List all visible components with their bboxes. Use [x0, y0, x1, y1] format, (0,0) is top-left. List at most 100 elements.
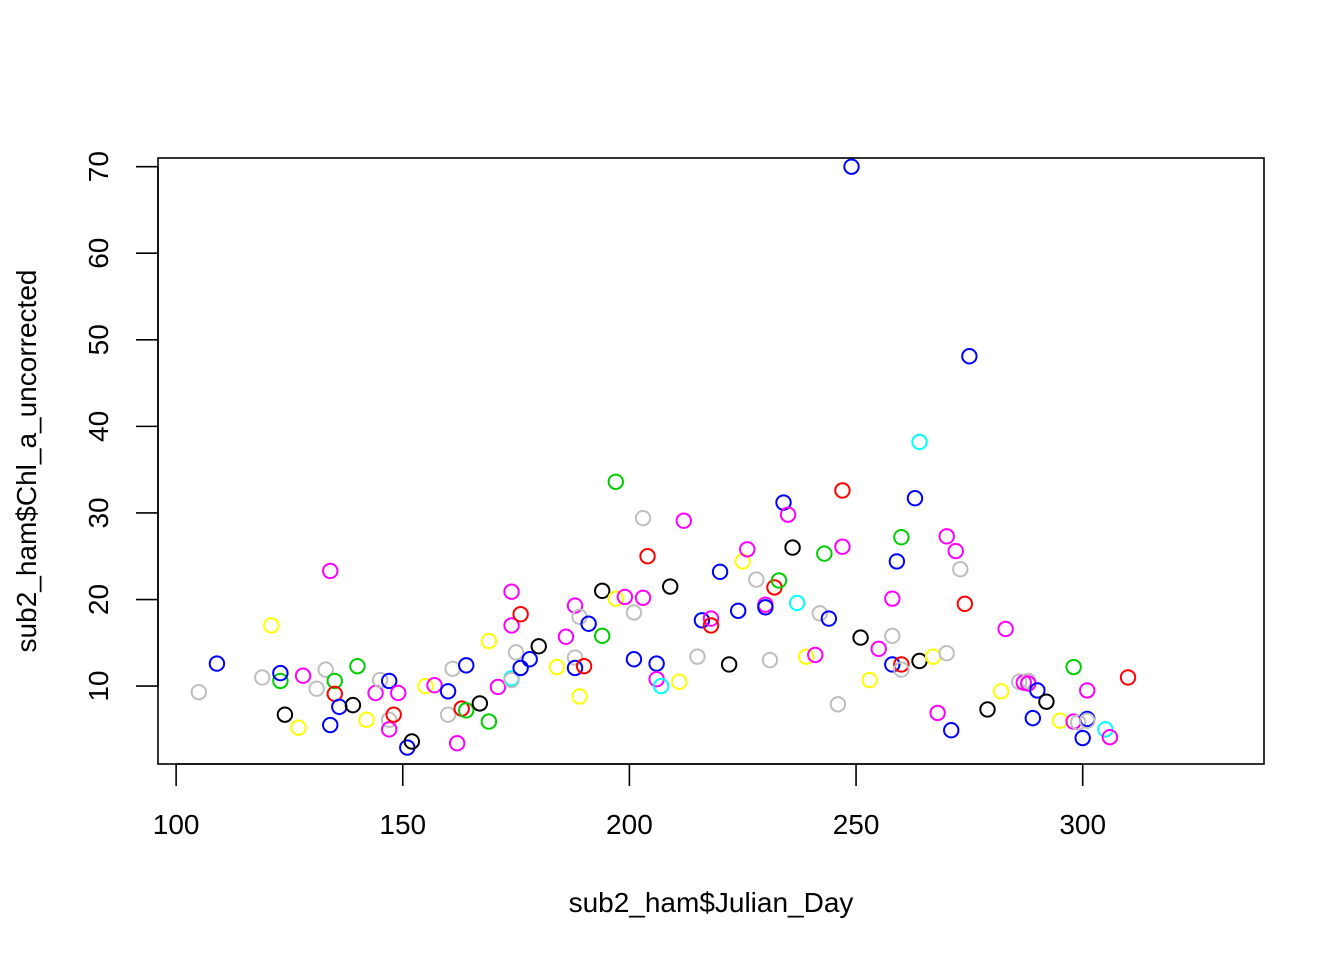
- data-point: [852, 629, 869, 646]
- data-point: [779, 506, 797, 523]
- data-point: [938, 528, 955, 545]
- data-point: [652, 677, 670, 695]
- x-tick-label: 100: [153, 809, 200, 840]
- data-point: [322, 716, 339, 734]
- data-point: [884, 627, 901, 645]
- data-point: [480, 713, 498, 730]
- data-point: [254, 669, 271, 686]
- data-point: [956, 595, 974, 613]
- data-point: [512, 659, 529, 677]
- data-point: [961, 348, 978, 365]
- data-point: [458, 702, 475, 719]
- x-axis-label: sub2_ham$Julian_Day: [569, 887, 854, 918]
- data-point: [893, 661, 910, 678]
- data-point: [689, 648, 706, 665]
- data-point: [1069, 714, 1087, 731]
- data-point: [471, 695, 489, 712]
- data-point: [403, 733, 421, 750]
- data-point: [748, 571, 765, 588]
- data-point: [893, 656, 910, 673]
- data-point: [557, 628, 575, 645]
- data-point: [811, 605, 828, 622]
- data-point: [208, 655, 226, 672]
- data-point: [1024, 709, 1042, 727]
- data-point: [575, 657, 593, 675]
- data-point: [380, 721, 398, 738]
- data-point: [711, 563, 729, 581]
- data-point: [521, 651, 538, 668]
- data-point: [322, 562, 339, 580]
- data-point: [580, 615, 597, 632]
- data-point: [634, 589, 652, 606]
- data-point: [906, 490, 924, 507]
- data-point: [480, 632, 498, 650]
- data-point: [911, 433, 928, 451]
- data-point: [607, 590, 625, 607]
- data-point: [739, 541, 756, 558]
- data-point: [290, 719, 307, 736]
- data-point: [1079, 712, 1096, 729]
- data-point: [870, 640, 887, 658]
- data-point: [548, 658, 566, 676]
- data-point: [566, 659, 584, 677]
- data-point: [317, 661, 334, 678]
- data-point: [607, 473, 625, 490]
- y-tick-label: 10: [83, 671, 114, 702]
- data-point: [693, 612, 711, 629]
- data-point: [571, 688, 588, 705]
- y-axis-label: sub2_ham$Chl_a_uncorrected: [11, 270, 42, 653]
- data-point: [625, 651, 643, 668]
- x-tick-label: 300: [1059, 809, 1106, 840]
- data-point: [807, 646, 824, 664]
- data-point: [884, 656, 901, 673]
- data-point: [671, 673, 688, 690]
- data-point: [276, 706, 294, 723]
- data-point: [263, 617, 280, 634]
- data-point: [358, 711, 375, 729]
- data-point: [843, 158, 860, 175]
- x-axis: 100 150 200 250 300: [153, 763, 1106, 840]
- data-point: [943, 722, 960, 739]
- data-point: [426, 677, 443, 694]
- x-tick-label: 200: [606, 809, 653, 840]
- y-tick-label: 40: [83, 411, 114, 442]
- y-tick-label: 70: [83, 151, 114, 182]
- data-point: [272, 672, 289, 690]
- data-point: [1029, 682, 1046, 699]
- data-point: [992, 683, 1010, 700]
- data-point: [512, 606, 529, 623]
- data-point: [1079, 682, 1096, 699]
- data-point: [929, 704, 946, 722]
- x-tick-label: 150: [379, 809, 426, 840]
- data-point: [829, 696, 847, 713]
- data-point: [566, 649, 584, 666]
- y-tick-label: 30: [83, 497, 114, 528]
- data-point: [507, 644, 525, 661]
- data-point: [784, 539, 801, 556]
- data-point: [861, 671, 878, 689]
- data-point: [893, 528, 910, 546]
- data-point: [616, 588, 634, 606]
- data-point: [380, 672, 398, 690]
- data-point: [834, 482, 851, 499]
- y-tick-label: 60: [83, 238, 114, 269]
- data-point: [344, 696, 362, 714]
- data-point: [979, 701, 996, 718]
- data-point: [294, 667, 312, 684]
- data-point: [1097, 721, 1114, 738]
- data-point: [326, 672, 343, 690]
- data-point: [272, 664, 289, 682]
- data-point: [489, 678, 507, 696]
- data-point: [770, 572, 788, 589]
- data-point: [729, 602, 747, 619]
- data-point: [1119, 669, 1137, 686]
- x-tick-label: 250: [833, 809, 880, 840]
- data-point: [797, 648, 815, 665]
- data-point: [888, 553, 906, 570]
- data-point: [662, 578, 679, 595]
- data-point: [448, 735, 466, 752]
- data-point: [190, 683, 207, 701]
- data-point: [439, 683, 457, 700]
- data-point: [761, 651, 779, 669]
